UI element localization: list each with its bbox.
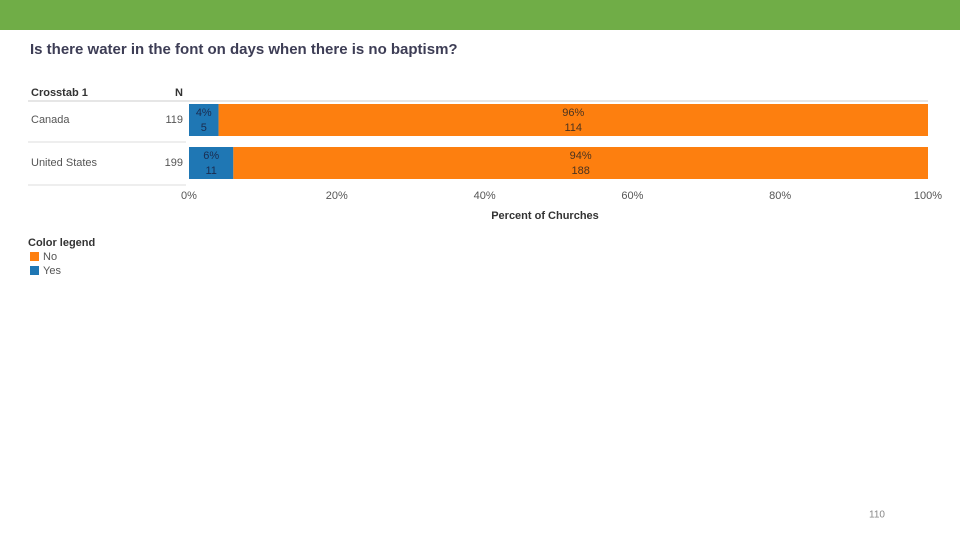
n-value: 199 xyxy=(165,157,183,169)
bar-segment xyxy=(218,104,928,136)
category-label: United States xyxy=(31,157,98,169)
count-label: 5 xyxy=(201,122,207,134)
value-label: 6% xyxy=(203,150,219,162)
count-label: 188 xyxy=(571,165,589,177)
value-label: 96% xyxy=(562,107,584,119)
value-label: 4% xyxy=(196,107,212,119)
legend-swatch xyxy=(30,252,39,261)
bar-segment xyxy=(189,147,234,179)
count-label: 11 xyxy=(205,165,216,177)
crosstab-title: Crosstab 1 xyxy=(31,87,88,99)
top-band xyxy=(0,0,960,30)
x-tick-label: 100% xyxy=(914,190,942,202)
x-tick-label: 0% xyxy=(181,190,197,202)
legend-title: Color legend xyxy=(28,237,95,249)
x-tick-label: 40% xyxy=(474,190,496,202)
category-label: Canada xyxy=(31,114,70,126)
bar-segment xyxy=(233,147,929,179)
slide-title: Is there water in the font on days when … xyxy=(30,41,458,58)
x-axis-title: Percent of Churches xyxy=(491,210,599,222)
n-header: N xyxy=(175,87,183,99)
bar-segment xyxy=(189,104,219,136)
x-tick-label: 60% xyxy=(621,190,643,202)
count-label: 114 xyxy=(565,122,583,134)
legend-label: No xyxy=(43,251,57,263)
x-tick-label: 20% xyxy=(326,190,348,202)
page-number: 110 xyxy=(869,510,885,521)
n-value: 119 xyxy=(165,114,183,126)
x-tick-label: 80% xyxy=(769,190,791,202)
legend-swatch xyxy=(30,266,39,275)
value-label: 94% xyxy=(570,150,592,162)
legend-label: Yes xyxy=(43,265,61,277)
